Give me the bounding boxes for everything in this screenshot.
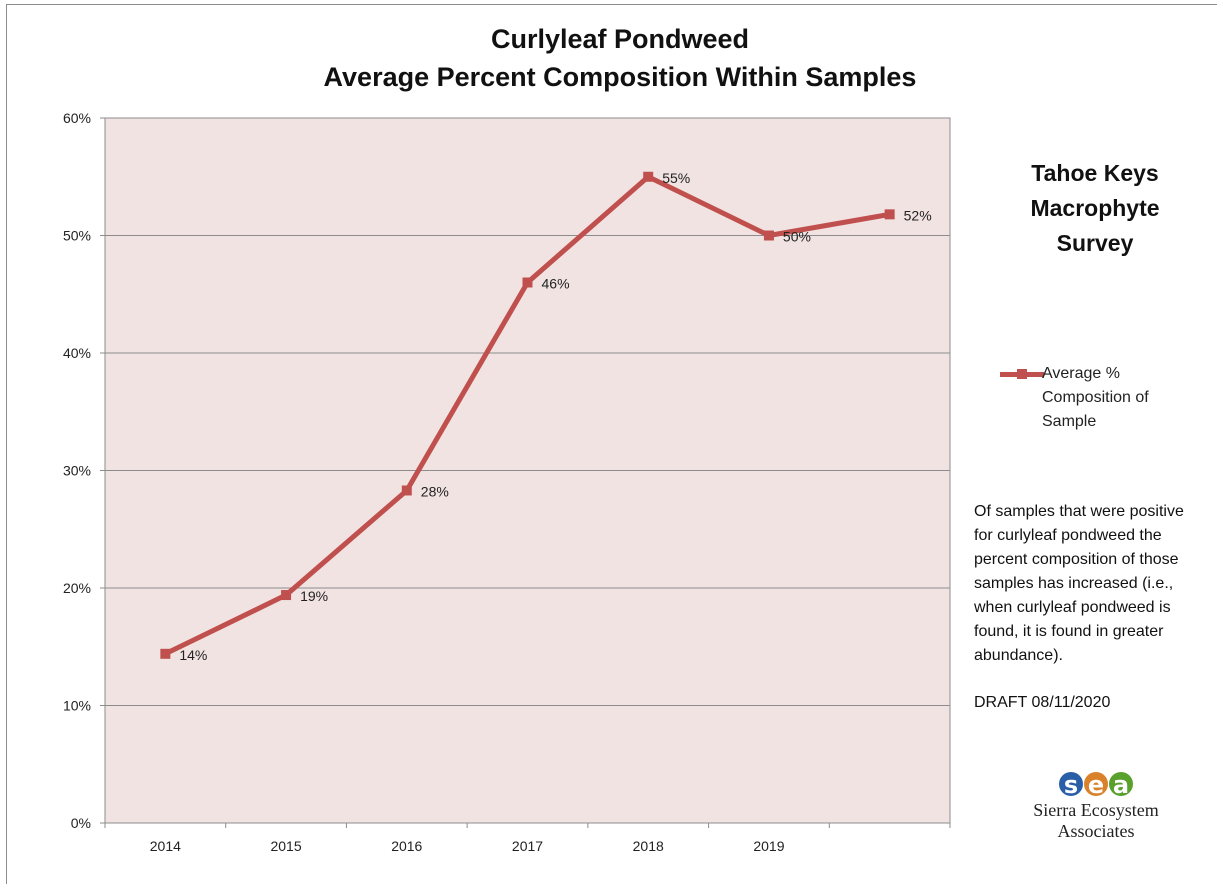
chart-legend: Average % Composition of Sample xyxy=(1000,362,1200,442)
data-point xyxy=(522,277,533,288)
data-point xyxy=(401,485,412,496)
logo-name-line-1: Sierra Ecosystem xyxy=(1033,800,1159,820)
data-label: 46% xyxy=(542,276,570,292)
note-line-6: found, it is found in greater xyxy=(974,623,1164,640)
y-tick-label: 30% xyxy=(63,463,91,479)
data-point xyxy=(763,230,774,241)
x-tick-label: 2019 xyxy=(753,838,784,854)
survey-title-line-2: Macrophyte xyxy=(1030,195,1160,221)
draft-date: DRAFT 08/11/2020 xyxy=(974,694,1111,711)
y-tick-label: 50% xyxy=(63,228,91,244)
note-line-5: when curlyleaf pondweed is xyxy=(974,599,1171,616)
note-line-4: samples has increased (i.e., xyxy=(974,575,1174,592)
logo-letter-s: s xyxy=(1059,772,1083,798)
figure-frame xyxy=(6,4,1217,884)
survey-title-line-3: Survey xyxy=(1056,230,1134,256)
data-point xyxy=(160,648,171,659)
legend-label-line-1: Average % xyxy=(1042,365,1120,382)
x-tick-label: 2018 xyxy=(633,838,664,854)
data-label: 50% xyxy=(783,229,811,245)
note-line-1: Of samples that were positive xyxy=(974,503,1184,520)
y-tick-label: 40% xyxy=(63,345,91,361)
legend-series-label: Average % Composition of Sample xyxy=(1042,362,1202,434)
legend-label-line-2: Composition of xyxy=(1042,389,1149,406)
data-point xyxy=(281,590,292,601)
chart-title: Curlyleaf Pondweed Average Percent Compo… xyxy=(200,20,1040,96)
x-tick-label: 2017 xyxy=(512,838,543,854)
note-line-3: percent composition of those xyxy=(974,551,1179,568)
data-label: 28% xyxy=(421,483,449,499)
legend-series-marker xyxy=(1017,369,1027,379)
chart-title-line-1: Curlyleaf Pondweed xyxy=(490,24,750,54)
survey-title: Tahoe Keys Macrophyte Survey xyxy=(995,156,1195,261)
y-tick-label: 0% xyxy=(71,815,91,831)
data-point xyxy=(884,209,895,220)
chart-title-line-2: Average Percent Composition Within Sampl… xyxy=(323,62,917,92)
note-line-2: for curlyleaf pondweed the xyxy=(974,527,1162,544)
y-tick-label: 10% xyxy=(63,698,91,714)
data-point xyxy=(643,171,654,182)
x-tick-label: 2014 xyxy=(150,838,181,854)
data-label: 19% xyxy=(300,588,328,604)
data-label: 55% xyxy=(662,170,690,186)
logo-name-line-2: Associates xyxy=(1057,821,1135,841)
data-label: 14% xyxy=(179,647,207,663)
y-tick-label: 60% xyxy=(63,110,91,126)
chart-note: Of samples that were positive for curlyl… xyxy=(974,500,1219,668)
survey-title-line-1: Tahoe Keys xyxy=(1031,160,1159,186)
sea-logo-mark: s e a xyxy=(1016,772,1176,800)
logo-letter-a: a xyxy=(1109,772,1133,798)
logo-letter-e: e xyxy=(1084,772,1108,798)
x-tick-label: 2015 xyxy=(270,838,301,854)
sea-logo: s e a Sierra Ecosystem Associates xyxy=(1016,772,1176,842)
note-line-7: abundance). xyxy=(974,647,1063,664)
data-label: 52% xyxy=(904,207,932,223)
y-tick-label: 20% xyxy=(63,580,91,596)
x-tick-label: 2016 xyxy=(391,838,422,854)
legend-label-line-3: Sample xyxy=(1042,413,1097,430)
